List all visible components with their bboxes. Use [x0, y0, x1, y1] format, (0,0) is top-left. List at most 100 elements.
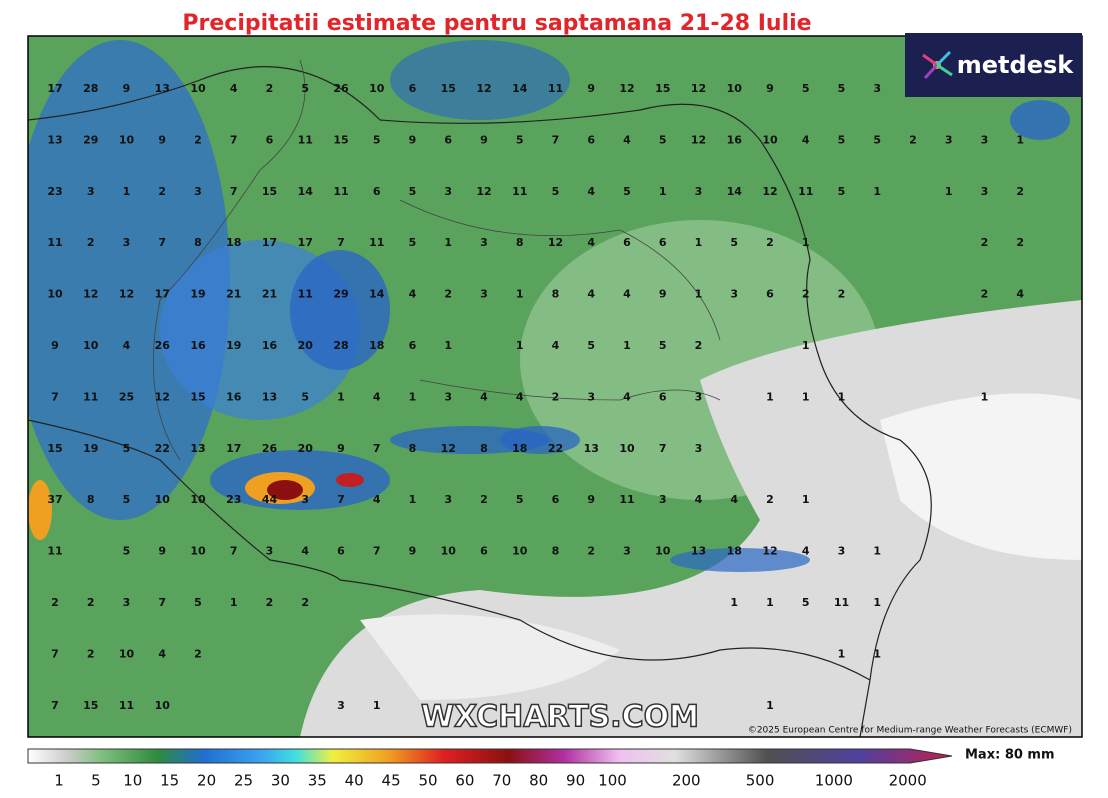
- grid-value: 26: [155, 339, 171, 352]
- grid-value: 16: [727, 133, 743, 146]
- grid-value: 8: [480, 442, 488, 455]
- grid-value: 17: [298, 236, 313, 249]
- grid-value: 15: [441, 82, 456, 95]
- grid-value: 1: [981, 390, 989, 403]
- grid-value: 25: [119, 390, 134, 403]
- watermark: WXCHARTS.COM: [421, 700, 699, 735]
- colorbar-tick-label: 60: [455, 772, 474, 790]
- grid-value: 14: [298, 185, 314, 198]
- grid-value: 16: [262, 339, 278, 352]
- grid-value: 1: [802, 390, 810, 403]
- grid-value: 6: [587, 133, 595, 146]
- grid-value: 8: [516, 236, 524, 249]
- max-label: Max: 80 mm: [965, 748, 1055, 763]
- grid-value: 37: [47, 493, 62, 506]
- grid-value: 5: [516, 493, 524, 506]
- colorbar-ticks: 1 5 10 15 20 25 30 35 40 45 50 60 70 80 90 100 200 500 100…: [54, 772, 927, 790]
- grid-value: 4: [802, 133, 810, 146]
- grid-value: 21: [226, 288, 241, 301]
- grid-value: 2: [301, 596, 309, 609]
- grid-value: 4: [695, 493, 703, 506]
- grid-value: 11: [333, 185, 348, 198]
- grid-value: 2: [1016, 185, 1024, 198]
- grid-value: 10: [119, 647, 135, 660]
- grid-value: 5: [552, 185, 560, 198]
- grid-value: 29: [83, 133, 98, 146]
- grid-value: 8: [409, 442, 417, 455]
- grid-value: 10: [83, 339, 99, 352]
- grid-value: 3: [695, 185, 703, 198]
- grid-value: 2: [87, 236, 95, 249]
- grid-value: 14: [512, 82, 528, 95]
- colorbar-tick-label: 5: [91, 772, 101, 790]
- grid-value: 4: [587, 236, 595, 249]
- colorbar-tick-label: 30: [271, 772, 290, 790]
- grid-value: 15: [333, 133, 348, 146]
- grid-value: 5: [587, 339, 595, 352]
- grid-value: 4: [516, 390, 524, 403]
- grid-value: 3: [981, 133, 989, 146]
- grid-value: 12: [119, 288, 134, 301]
- grid-value: 14: [727, 185, 743, 198]
- grid-value: 2: [51, 596, 59, 609]
- grid-value: 26: [262, 442, 278, 455]
- grid-value: 13: [262, 390, 277, 403]
- grid-value: 1: [444, 236, 452, 249]
- grid-value: 21: [262, 288, 277, 301]
- grid-value: 3: [266, 545, 274, 558]
- grid-value: 3: [945, 133, 953, 146]
- grid-value: 12: [83, 288, 98, 301]
- grid-value: 4: [623, 133, 631, 146]
- grid-value: 1: [409, 493, 417, 506]
- grid-value: 1: [373, 699, 381, 712]
- grid-value: 4: [623, 390, 631, 403]
- grid-value: 6: [266, 133, 274, 146]
- title: Precipitatii estimate pentru saptamana 2…: [182, 11, 811, 36]
- grid-value: 5: [194, 596, 202, 609]
- grid-value: 2: [194, 647, 202, 660]
- colorbar-tick-label: 200: [672, 772, 701, 790]
- grid-value: 18: [369, 339, 384, 352]
- grid-value: 6: [766, 288, 774, 301]
- grid-value: 44: [262, 493, 278, 506]
- grid-value: 19: [83, 442, 98, 455]
- grid-value: 3: [194, 185, 202, 198]
- grid-value: 3: [87, 185, 95, 198]
- colorbar-tick-label: 2000: [889, 772, 927, 790]
- grid-value: 13: [190, 442, 205, 455]
- grid-value: 3: [695, 390, 703, 403]
- grid-value: 9: [158, 133, 166, 146]
- grid-value: 5: [623, 185, 631, 198]
- grid-value: 2: [838, 288, 846, 301]
- grid-value: 10: [190, 493, 206, 506]
- grid-value: 5: [802, 596, 810, 609]
- grid-value: 18: [226, 236, 241, 249]
- grid-value: 1: [123, 185, 131, 198]
- grid-value: 12: [476, 82, 491, 95]
- grid-value: 9: [337, 442, 345, 455]
- grid-value: 11: [834, 596, 849, 609]
- grid-value: 1: [766, 596, 774, 609]
- grid-value: 12: [691, 82, 706, 95]
- grid-value: 7: [373, 545, 381, 558]
- grid-value: 9: [409, 133, 417, 146]
- grid-value: 4: [1016, 288, 1024, 301]
- grid-value: 16: [226, 390, 242, 403]
- grid-value: 1: [802, 339, 810, 352]
- grid-value: 2: [981, 236, 989, 249]
- grid-value: 9: [123, 82, 131, 95]
- colorbar-tick-label: 70: [492, 772, 511, 790]
- grid-value: 7: [230, 185, 238, 198]
- grid-value: 11: [47, 236, 62, 249]
- grid-value: 1: [659, 185, 667, 198]
- grid-value: 3: [444, 185, 452, 198]
- grid-value: 20: [298, 442, 314, 455]
- grid-value: 29: [333, 288, 348, 301]
- grid-value: 9: [587, 82, 595, 95]
- grid-value: 4: [552, 339, 560, 352]
- grid-value: 23: [226, 493, 241, 506]
- grid-value: 9: [587, 493, 595, 506]
- grid-value: 10: [155, 699, 171, 712]
- grid-value: 12: [476, 185, 491, 198]
